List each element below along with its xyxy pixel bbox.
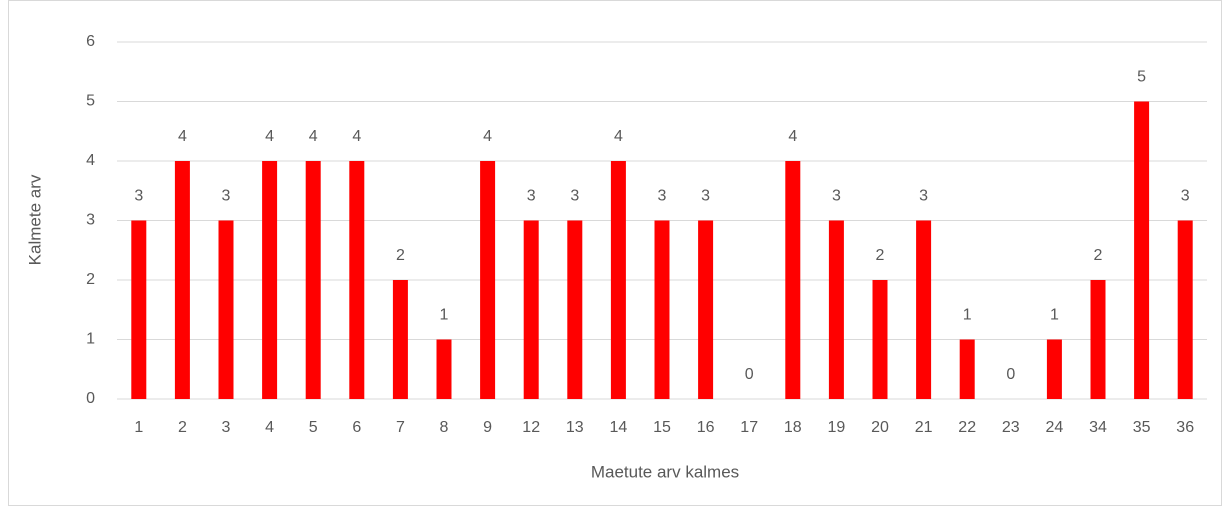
x-tick-label: 3	[222, 419, 231, 436]
data-label: 1	[440, 307, 449, 324]
x-tick-label: 22	[958, 419, 976, 436]
data-label: 2	[396, 247, 405, 264]
y-tick-label: 2	[86, 271, 95, 288]
y-tick-label: 6	[86, 33, 95, 50]
data-label: 3	[832, 188, 841, 205]
bar	[174, 161, 190, 399]
x-tick-label: 18	[784, 419, 802, 436]
data-label: 4	[309, 128, 318, 145]
bar	[131, 220, 147, 399]
x-tick-label: 2	[178, 419, 187, 436]
x-tick-label: 14	[610, 419, 628, 436]
bar	[916, 220, 932, 399]
x-tick-label: 20	[871, 419, 889, 436]
x-tick-label: 24	[1046, 419, 1064, 436]
x-tick-label: 21	[915, 419, 933, 436]
bar	[785, 161, 801, 399]
data-label: 0	[1006, 366, 1015, 383]
data-label: 1	[963, 307, 972, 324]
bar	[1046, 339, 1062, 399]
y-axis-title: Kalmete arv	[25, 174, 44, 265]
x-tick-label: 8	[440, 419, 449, 436]
x-axis-title: Maetute arv kalmes	[591, 462, 739, 481]
bar	[567, 220, 583, 399]
data-label: 3	[527, 188, 536, 205]
x-tick-label: 5	[309, 419, 318, 436]
x-tick-label: 1	[134, 419, 143, 436]
data-label: 2	[1094, 247, 1103, 264]
data-label: 1	[1050, 307, 1059, 324]
data-label: 4	[352, 128, 361, 145]
y-tick-label: 4	[86, 152, 95, 169]
data-label: 3	[134, 188, 143, 205]
x-tick-label: 23	[1002, 419, 1020, 436]
bar	[610, 161, 626, 399]
y-tick-label: 3	[86, 212, 95, 229]
y-tick-label: 0	[86, 390, 95, 407]
bar	[523, 220, 539, 399]
data-label: 3	[701, 188, 710, 205]
data-label: 3	[1181, 188, 1190, 205]
bar	[480, 161, 496, 399]
data-label: 3	[570, 188, 579, 205]
x-tick-label: 34	[1089, 419, 1107, 436]
bar	[305, 161, 321, 399]
x-tick-label: 35	[1133, 419, 1151, 436]
bar	[218, 220, 234, 399]
y-tick-label: 1	[86, 331, 95, 348]
x-tick-label: 7	[396, 419, 405, 436]
bar	[1177, 220, 1193, 399]
data-label: 4	[614, 128, 623, 145]
x-tick-label: 6	[352, 419, 361, 436]
x-tick-label: 36	[1176, 419, 1194, 436]
x-tick-label: 17	[740, 419, 758, 436]
data-label: 4	[788, 128, 797, 145]
bar	[262, 161, 278, 399]
x-tick-label: 13	[566, 419, 584, 436]
bar	[654, 220, 670, 399]
data-label: 4	[265, 128, 274, 145]
bar	[392, 280, 408, 399]
x-tick-label: 16	[697, 419, 715, 436]
bar	[349, 161, 365, 399]
bar	[1090, 280, 1106, 399]
x-tick-label: 12	[522, 419, 540, 436]
data-label: 5	[1137, 69, 1146, 86]
bar	[1134, 101, 1150, 399]
y-tick-label: 5	[86, 93, 95, 110]
bar	[872, 280, 888, 399]
data-label: 4	[178, 128, 187, 145]
x-tick-label: 9	[483, 419, 492, 436]
x-tick-label: 4	[265, 419, 274, 436]
data-label: 4	[483, 128, 492, 145]
data-label: 0	[745, 366, 754, 383]
bar	[436, 339, 452, 399]
bar	[698, 220, 714, 399]
x-tick-label: 19	[828, 419, 846, 436]
bar	[959, 339, 975, 399]
data-label: 3	[658, 188, 667, 205]
x-tick-label: 15	[653, 419, 671, 436]
data-label: 2	[876, 247, 885, 264]
bar	[828, 220, 844, 399]
data-label: 3	[919, 188, 928, 205]
data-label: 3	[222, 188, 231, 205]
